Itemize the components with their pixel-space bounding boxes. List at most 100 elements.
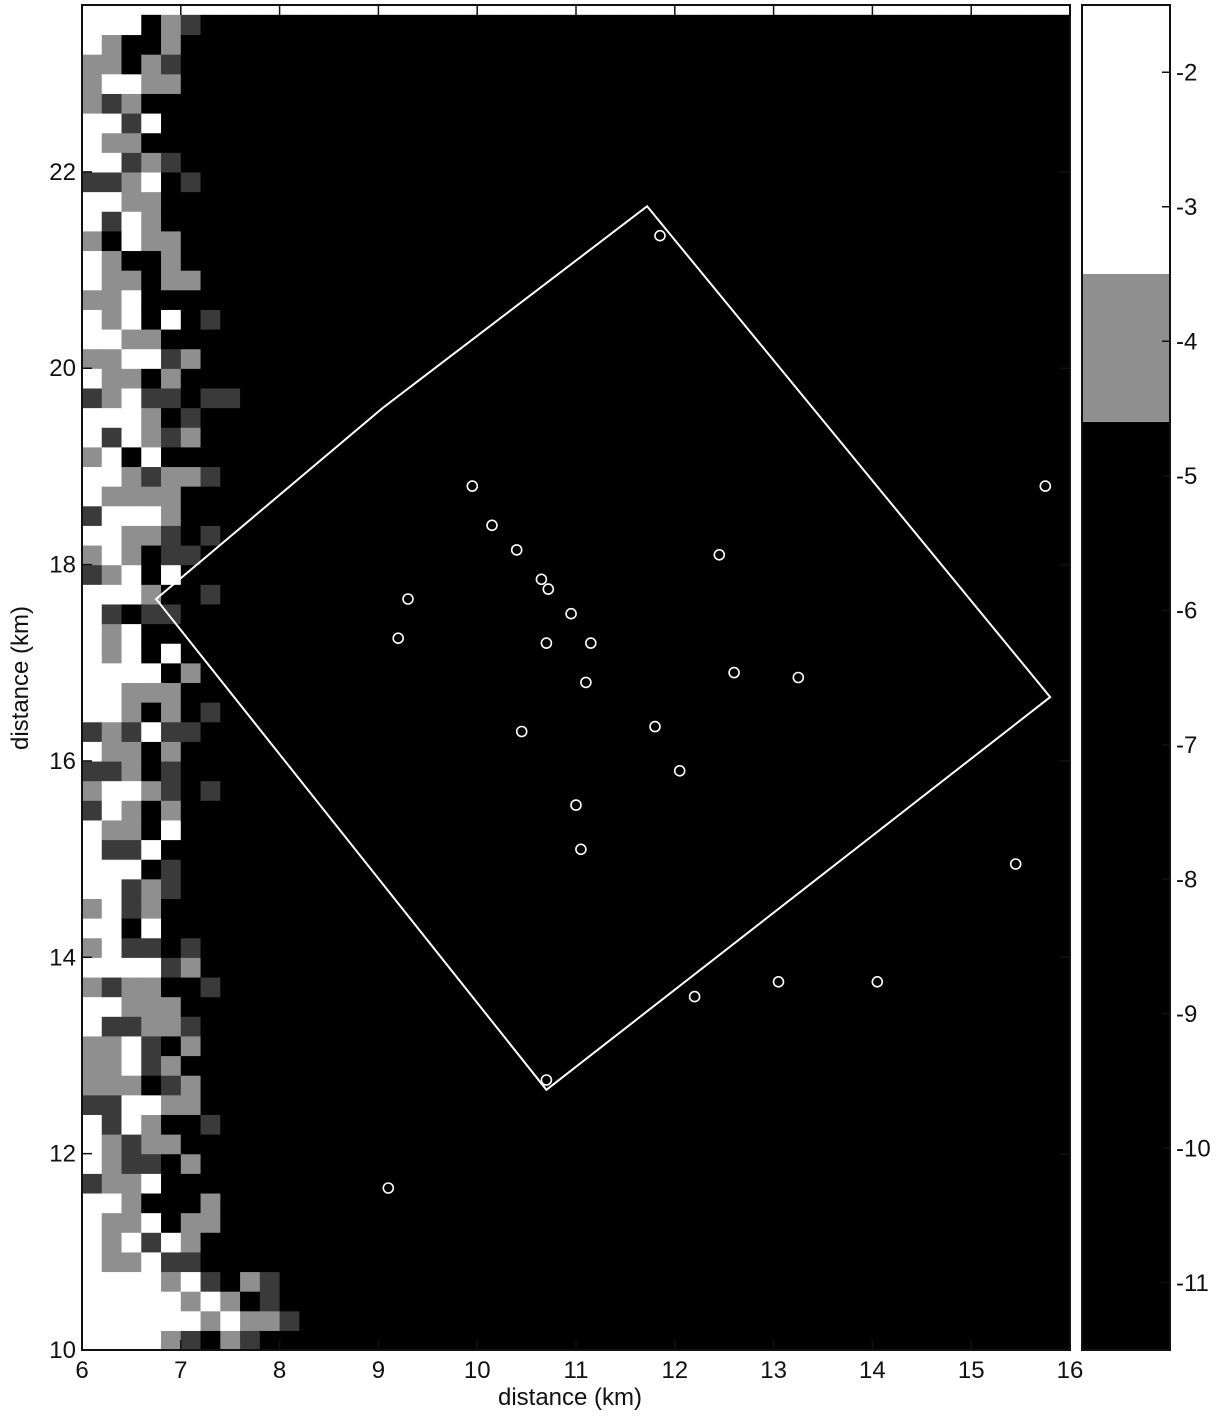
heatmap-cell	[200, 760, 221, 782]
heatmap-cell	[576, 505, 597, 526]
heatmap-cell	[398, 643, 419, 664]
heatmap-cell	[200, 1134, 221, 1155]
heatmap-cell	[1010, 152, 1032, 173]
heatmap-cell	[82, 1055, 103, 1076]
heatmap-cell	[299, 918, 320, 939]
heatmap-cell	[378, 152, 399, 173]
heatmap-cell	[82, 760, 103, 782]
heatmap-cell	[398, 564, 419, 585]
heatmap-cell	[1050, 1173, 1070, 1194]
heatmap-cell	[951, 1094, 972, 1115]
heatmap-cell	[299, 564, 320, 585]
heatmap-cell	[674, 741, 696, 762]
heatmap-cell	[734, 289, 755, 310]
heatmap-cell	[773, 1114, 794, 1135]
heatmap-cell	[734, 1153, 755, 1174]
heatmap-cell	[813, 702, 834, 723]
heatmap-cell	[951, 819, 972, 841]
heatmap-cell	[477, 93, 498, 114]
heatmap-cell	[141, 1251, 162, 1273]
heatmap-cell	[536, 918, 557, 939]
heatmap-cell	[714, 898, 735, 919]
heatmap-cell	[200, 859, 221, 880]
heatmap-cell	[358, 112, 379, 134]
heatmap-cell	[200, 721, 221, 742]
heatmap-cell	[911, 1153, 933, 1174]
heatmap-cell	[437, 211, 459, 232]
heatmap-cell	[536, 603, 557, 625]
heatmap-cell	[595, 152, 617, 173]
heatmap-cell	[82, 1251, 103, 1273]
heatmap-cell	[279, 878, 300, 899]
heatmap-cell	[141, 1271, 162, 1292]
heatmap-cell	[872, 1016, 893, 1037]
heatmap-cell	[299, 525, 320, 546]
heatmap-cell	[635, 93, 656, 114]
heatmap-cell	[872, 1075, 893, 1096]
heatmap-cell	[161, 14, 182, 36]
heatmap-cell	[852, 702, 873, 723]
heatmap-cell	[832, 407, 854, 428]
heatmap-cell	[1050, 407, 1070, 428]
heatmap-cell	[892, 760, 913, 782]
heatmap-cell	[101, 152, 123, 173]
heatmap-cell	[141, 957, 162, 978]
heatmap-cell	[734, 1192, 755, 1214]
heatmap-cell	[714, 859, 735, 880]
heatmap-cell	[259, 976, 281, 998]
heatmap-cell	[457, 643, 478, 664]
heatmap-cell	[595, 760, 617, 782]
heatmap-cell	[595, 584, 617, 605]
heatmap-cell	[121, 54, 142, 75]
heatmap-cell	[990, 211, 1012, 232]
heatmap-cell	[832, 937, 854, 958]
heatmap-cell	[200, 878, 221, 899]
heatmap-cell	[180, 211, 202, 232]
heatmap-cell	[457, 171, 478, 193]
heatmap-cell	[141, 544, 162, 566]
heatmap-cell	[437, 682, 459, 703]
heatmap-cell	[180, 564, 202, 585]
heatmap-cell	[417, 1330, 439, 1350]
heatmap-cell	[832, 14, 854, 36]
heatmap-cell	[753, 446, 775, 468]
heatmap-cell	[378, 427, 399, 448]
heatmap-cell	[516, 1232, 538, 1253]
heatmap-cell	[971, 191, 992, 212]
heatmap-cell	[121, 996, 142, 1017]
heatmap-cell	[101, 1055, 123, 1076]
heatmap-cell	[101, 1016, 123, 1037]
heatmap-cell	[121, 34, 142, 55]
heatmap-cell	[200, 348, 221, 369]
heatmap-cell	[892, 1134, 913, 1155]
heatmap-cell	[615, 34, 636, 55]
heatmap-cell	[477, 1232, 498, 1253]
heatmap-cell	[437, 270, 459, 291]
heatmap-cell	[615, 270, 636, 291]
heatmap-cell	[378, 93, 399, 114]
heatmap-cell	[635, 1114, 656, 1135]
heatmap-cell	[516, 73, 538, 94]
heatmap-cell	[892, 1192, 913, 1214]
heatmap-cell	[852, 171, 873, 193]
heatmap-cell	[141, 859, 162, 880]
heatmap-cell	[556, 270, 577, 291]
heatmap-cell	[121, 957, 142, 978]
heatmap-cell	[358, 466, 379, 487]
heatmap-cell	[161, 1035, 182, 1057]
heatmap-cell	[299, 976, 320, 998]
heatmap-cell	[82, 54, 103, 75]
heatmap-cell	[773, 112, 794, 134]
heatmap-cell	[101, 643, 123, 664]
heatmap-cell	[674, 112, 696, 134]
heatmap-cell	[496, 112, 518, 134]
heatmap-cell	[358, 1310, 379, 1331]
heatmap-cell	[773, 1271, 794, 1292]
heatmap-cell	[338, 171, 360, 193]
heatmap-cell	[1050, 270, 1070, 291]
heatmap-cell	[398, 171, 419, 193]
heatmap-cell	[615, 328, 636, 350]
heatmap-cell	[536, 1153, 557, 1174]
heatmap-cell	[378, 603, 399, 625]
heatmap-cell	[496, 309, 518, 330]
